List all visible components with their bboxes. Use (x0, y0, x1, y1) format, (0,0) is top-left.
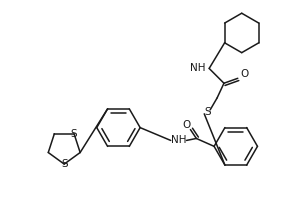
Text: NH: NH (171, 135, 186, 145)
Text: NH: NH (190, 63, 205, 73)
Text: S: S (61, 159, 68, 169)
Text: S: S (204, 107, 211, 117)
Text: O: O (241, 69, 249, 79)
Text: O: O (182, 120, 190, 130)
Text: S: S (71, 129, 77, 139)
